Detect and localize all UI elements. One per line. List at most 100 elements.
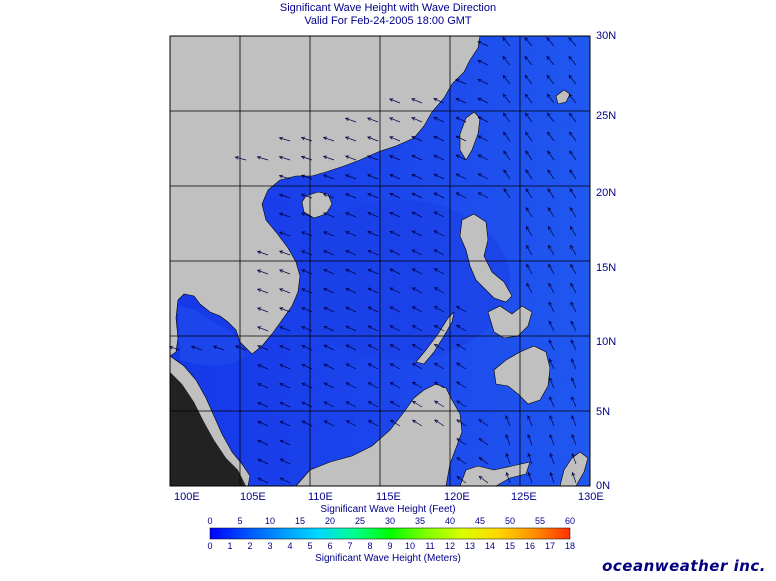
wave-arrow <box>279 326 291 332</box>
wave-arrow <box>571 358 577 370</box>
wave-arrow <box>411 325 423 332</box>
wave-arrow <box>502 37 511 47</box>
land-sulawesi <box>459 461 531 487</box>
wave-arrow <box>256 307 269 313</box>
wave-arrow <box>568 112 577 123</box>
land-luzon <box>459 213 513 303</box>
wave-arrow <box>367 212 379 218</box>
colorbar-meter-tick: 4 <box>287 541 293 551</box>
wave-arrow <box>455 173 467 180</box>
wave-arrow <box>456 400 467 408</box>
wave-arrow <box>477 78 489 85</box>
wave-arrow <box>549 358 555 370</box>
colorbar-feet-tick: 55 <box>534 516 545 526</box>
wave-arrow <box>477 173 489 180</box>
colorbar-meter-tick: 3 <box>267 541 273 551</box>
wave-arrow <box>524 112 533 123</box>
wave-arrow <box>411 344 423 351</box>
wave-arrow <box>433 154 445 161</box>
wave-arrow <box>323 401 335 408</box>
wave-arrow <box>190 345 203 351</box>
wave-arrow <box>568 74 577 85</box>
wave-arrow <box>323 382 335 389</box>
wave-arrow <box>389 287 401 294</box>
wave-arrow <box>411 287 423 294</box>
wave-arrow <box>345 269 357 275</box>
wave-arrow <box>344 155 357 161</box>
wave-arrow <box>345 325 357 332</box>
wave-arrow <box>548 282 555 294</box>
wave-arrow <box>456 362 467 370</box>
colorbar-feet-tick: 25 <box>354 516 365 526</box>
land-asia-mainland <box>169 35 481 357</box>
wave-arrow <box>456 457 467 465</box>
wave-arrow <box>278 136 291 142</box>
wave-arrow <box>549 433 555 446</box>
wave-arrow <box>547 207 555 218</box>
wave-arrow <box>571 452 577 465</box>
wave-arrow <box>433 306 445 313</box>
wave-arrow <box>323 212 335 218</box>
wave-arrow <box>257 364 269 370</box>
wave-arrow <box>322 136 335 142</box>
wave-arrow <box>367 249 379 256</box>
wave-arrow <box>279 345 291 351</box>
wave-arrow <box>525 150 533 161</box>
wave-arrow <box>411 419 423 427</box>
wave-arrow <box>570 339 577 351</box>
wave-arrow <box>433 343 445 351</box>
colorbar-feet-tick: 0 <box>207 516 213 526</box>
colorbar-meter-tick: 12 <box>444 541 455 551</box>
lon-label-125e: 125E <box>511 491 537 503</box>
wave-arrow <box>477 97 489 104</box>
wave-arrow <box>547 150 555 161</box>
wave-arrow <box>257 326 269 332</box>
wave-arrow <box>549 377 555 389</box>
colorbar-meter-tick: 10 <box>404 541 415 551</box>
wave-arrow <box>546 74 555 85</box>
wave-arrow <box>524 74 533 85</box>
wave-arrow <box>527 433 533 446</box>
colorbar-meter-tick: 9 <box>387 541 393 551</box>
map-frame <box>169 35 591 487</box>
wave-arrow <box>345 250 357 256</box>
wave-arrow <box>526 263 533 275</box>
wave-arrow <box>411 400 423 408</box>
wave-arrow <box>546 93 555 104</box>
wave-arrow <box>278 250 291 256</box>
wave-arrow <box>279 458 291 465</box>
lat-label-30n: 30N <box>596 30 617 42</box>
wave-arrow <box>571 471 577 484</box>
wave-arrow <box>548 339 555 351</box>
land-sumatra-dark <box>170 372 246 486</box>
wave-arrow <box>345 382 357 389</box>
wave-arrow <box>411 192 423 199</box>
colorbar-meter-tick: 16 <box>524 541 535 551</box>
wave-arrow <box>389 193 401 199</box>
wave-arrow <box>569 169 577 180</box>
wave-arrow <box>549 471 555 484</box>
wave-arrow <box>389 117 401 123</box>
wave-arrow <box>433 98 445 104</box>
wave-arrow <box>367 231 379 237</box>
land-visayas <box>487 305 533 339</box>
wave-arrow <box>525 169 533 180</box>
colorbar-feet-tick: 45 <box>474 516 485 526</box>
wave-arrow <box>323 231 335 237</box>
lon-label-120e: 120E <box>444 491 470 503</box>
wave-arrow <box>367 382 379 389</box>
wave-arrow <box>569 225 577 237</box>
wave-arrow <box>503 150 511 161</box>
wave-arrow <box>456 438 467 446</box>
lat-label-25n: 25N <box>596 110 617 122</box>
colorbar-feet-tick: 30 <box>384 516 395 526</box>
wave-arrow <box>547 188 555 199</box>
colorbar-feet-tick: 5 <box>237 516 243 526</box>
wave-arrow <box>278 212 291 218</box>
wave-arrow <box>433 173 445 180</box>
wave-arrow <box>433 135 445 142</box>
wave-arrow <box>569 150 577 161</box>
wave-arrow <box>323 363 335 370</box>
wave-arrow <box>548 263 555 275</box>
wave-arrow <box>278 269 291 275</box>
